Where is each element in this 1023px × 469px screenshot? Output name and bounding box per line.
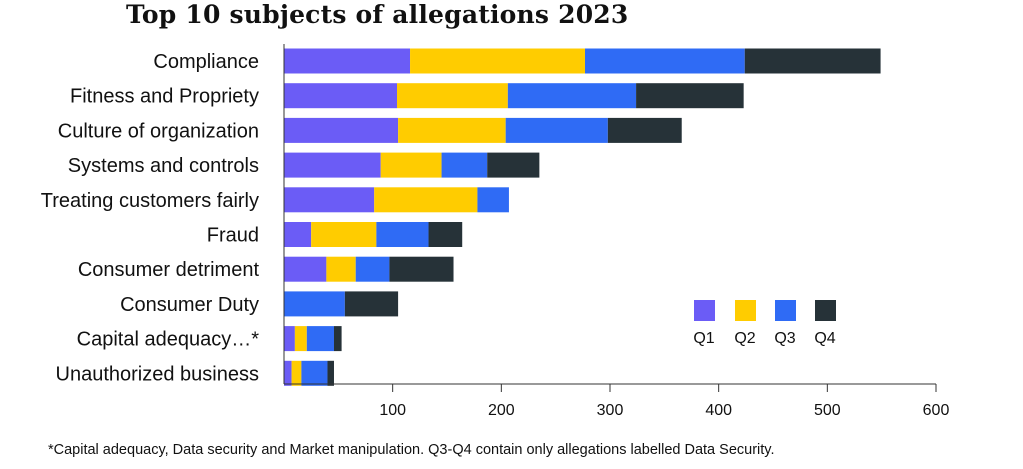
chart-title: Top 10 subjects of allegations 2023: [126, 0, 629, 29]
legend-swatch-q2: [735, 300, 756, 321]
legend-swatch-q4: [815, 300, 836, 321]
x-tick-label: 600: [923, 402, 950, 419]
bar-segment-q2: [398, 117, 506, 143]
bar-segment-q4: [744, 48, 881, 74]
bar-segment-q1: [284, 360, 292, 386]
bar-segment-q2: [294, 326, 307, 352]
bar-segment-q3: [477, 187, 509, 213]
x-tick-label: 200: [488, 402, 515, 419]
bar-segment-q1: [284, 117, 399, 143]
x-tick-label: 400: [705, 402, 732, 419]
bar-segment-q4: [389, 256, 454, 282]
category-label: Fraud: [207, 225, 259, 247]
category-label: Culture of organization: [58, 120, 259, 142]
legend-swatch-q3: [775, 300, 796, 321]
bar-segment-q1: [284, 256, 327, 282]
bar-segment-q3: [441, 152, 488, 178]
bar-segment-q1: [284, 152, 381, 178]
bar-segment-q3: [301, 360, 328, 386]
category-label: Consumer detriment: [78, 259, 260, 281]
bar-segment-q1: [284, 187, 375, 213]
x-tick-label: 500: [814, 402, 841, 419]
category-label: Capital adequacy…*: [77, 329, 260, 351]
category-label: Treating customers fairly: [41, 190, 259, 212]
legend-label-q1: Q1: [693, 330, 714, 347]
legend: Q1 Q2 Q3 Q4: [693, 300, 836, 347]
bar-segment-q4: [607, 117, 682, 143]
legend-swatch-q1: [694, 300, 715, 321]
bar-segment-q1: [284, 326, 295, 352]
bar-segment-q2: [410, 48, 586, 74]
footnote: *Capital adequacy, Data security and Mar…: [48, 442, 775, 458]
bar-segment-q3: [306, 326, 334, 352]
bar-segment-q4: [487, 152, 540, 178]
category-label: Unauthorized business: [56, 363, 259, 385]
bar-segment-q2: [291, 360, 302, 386]
bar-segment-q2: [374, 187, 478, 213]
bar-segment-q2: [311, 222, 377, 247]
bar-group: [284, 48, 881, 386]
bar-segment-q4: [428, 222, 463, 247]
bar-segment-q4: [344, 291, 399, 317]
bar-segment-q3: [284, 291, 345, 317]
bar-segment-q1: [284, 222, 312, 247]
bar-segment-q4: [636, 83, 744, 109]
bar-segment-q3: [507, 83, 637, 109]
x-tick-label: 300: [597, 402, 624, 419]
bar-segment-q2: [326, 256, 356, 282]
legend-label-q2: Q2: [734, 330, 755, 347]
bar-segment-q1: [284, 48, 411, 74]
x-tick-label: 100: [379, 402, 406, 419]
bar-segment-q3: [505, 117, 608, 143]
bar-segment-q2: [380, 152, 442, 178]
bar-segment-q1: [284, 83, 398, 109]
category-label: Consumer Duty: [120, 294, 259, 316]
category-label: Compliance: [153, 51, 259, 73]
category-label: Systems and controls: [68, 155, 259, 177]
category-label: Fitness and Propriety: [70, 86, 259, 108]
bar-segment-q3: [585, 48, 745, 74]
legend-label-q4: Q4: [814, 330, 835, 347]
bar-segment-q4: [327, 360, 334, 386]
bar-segment-q3: [376, 222, 429, 247]
bar-segment-q3: [355, 256, 390, 282]
bar-segment-q2: [397, 83, 508, 109]
x-axis: 100 200 300 400 500 600: [283, 44, 950, 419]
category-labels: Compliance Fitness and Propriety Culture o…: [41, 51, 260, 385]
legend-label-q3: Q3: [774, 330, 795, 347]
bar-segment-q4: [333, 326, 342, 352]
